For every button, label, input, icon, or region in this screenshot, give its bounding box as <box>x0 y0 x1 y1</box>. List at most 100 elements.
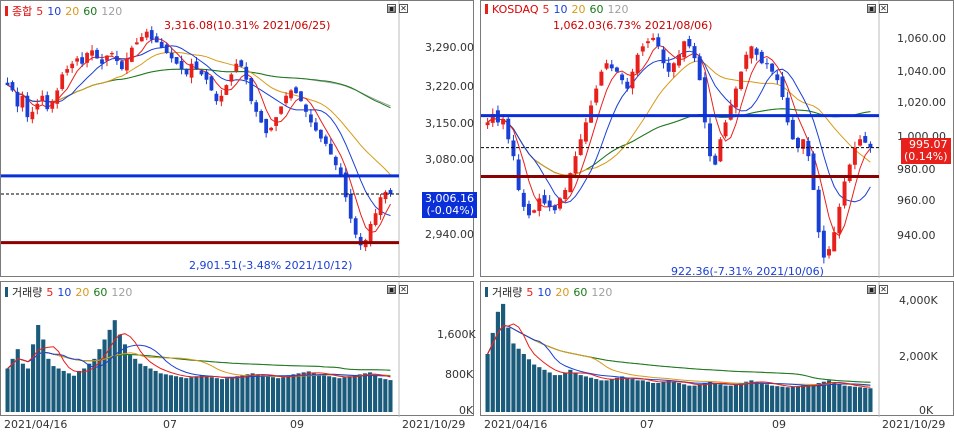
volume-bar <box>76 370 82 412</box>
volume-bar <box>552 375 557 412</box>
volume-bar <box>97 349 102 412</box>
candle-body <box>563 189 568 200</box>
candle-body <box>630 71 635 89</box>
candle-body <box>490 113 495 123</box>
legend-ma60: 60 <box>589 3 604 16</box>
candle-body <box>552 205 557 211</box>
candle-body <box>516 159 521 190</box>
volume-bar <box>25 368 31 412</box>
kospi-volume-ytick: 1,600K <box>437 328 476 341</box>
volume-bar <box>485 354 490 412</box>
kosdaq-xlabel-start: 2021/04/16 <box>484 418 548 431</box>
volume-bar <box>163 374 168 412</box>
volume-bar <box>56 368 61 412</box>
maximize-button[interactable]: ▣ <box>867 4 876 13</box>
volume-bar <box>723 385 728 412</box>
candle-body <box>718 139 723 162</box>
kosdaq-xlabel-end: 2021/10/29 <box>882 418 946 431</box>
volume-bar <box>863 387 868 412</box>
kospi-volume-legend: 거래량 5 10 20 60 120 <box>5 284 136 300</box>
candle-body <box>169 52 174 59</box>
legend-ma60: 60 <box>93 286 108 299</box>
kosdaq-volume-chart <box>485 282 880 417</box>
candle-body <box>50 101 55 109</box>
volume-bar <box>270 377 276 412</box>
ma5-line <box>487 44 871 237</box>
volume-bar <box>291 374 296 412</box>
volume-bar <box>842 385 847 412</box>
candle-body <box>40 95 45 102</box>
volume-bar <box>46 358 51 412</box>
volume-bar <box>795 386 801 412</box>
close-button[interactable]: ✕ <box>879 285 888 294</box>
volume-bar <box>117 334 122 412</box>
maximize-button[interactable]: ▣ <box>387 4 396 13</box>
volume-bar <box>342 377 347 412</box>
maximize-button[interactable]: ▣ <box>867 285 876 294</box>
volume-bar <box>557 375 563 412</box>
volume-bar <box>625 377 630 412</box>
candle-body <box>204 71 209 80</box>
legend-candle-icon <box>5 6 8 16</box>
volume-bar <box>173 376 179 412</box>
candle-body <box>775 74 780 81</box>
volume-bar <box>373 375 378 412</box>
volume-bar <box>811 384 816 412</box>
candle-body <box>368 223 373 243</box>
ma5-line <box>7 38 391 234</box>
candle-body <box>254 102 259 112</box>
candle-body <box>501 119 506 125</box>
candle-body <box>666 62 671 72</box>
volume-bar <box>832 383 837 412</box>
candle-body <box>640 46 645 52</box>
close-button[interactable]: ✕ <box>399 4 408 13</box>
candle-body <box>785 97 790 123</box>
volume-bar <box>645 381 651 412</box>
candle-body <box>677 54 681 66</box>
kospi-ytick: 3,290.00 <box>425 41 474 54</box>
maximize-button[interactable]: ▣ <box>387 285 396 294</box>
candle-body <box>645 41 650 44</box>
volume-bar <box>594 379 599 412</box>
volume-bar <box>780 386 785 412</box>
legend-ma60: 60 <box>573 286 588 299</box>
candle-body <box>229 74 234 82</box>
volume-bar <box>61 370 66 412</box>
candle-body <box>194 61 199 70</box>
volume-bar <box>857 387 863 412</box>
close-button[interactable]: ✕ <box>879 4 888 13</box>
candle-body <box>239 60 244 67</box>
volume-bar <box>41 339 46 412</box>
kosdaq-candle-chart <box>481 1 880 278</box>
kosdaq-high-annotation: 1,062.03(6.73% 2021/08/06) <box>553 19 713 32</box>
volume-bar <box>82 368 87 412</box>
volume-bar <box>189 377 194 412</box>
volume-bar <box>640 380 645 412</box>
candle-body <box>614 67 619 72</box>
volume-bar <box>656 383 661 412</box>
volume-bar <box>383 379 388 412</box>
candle-body <box>827 249 832 256</box>
close-button[interactable]: ✕ <box>399 285 408 294</box>
candle-body <box>373 213 378 225</box>
kosdaq-ytick: 960.00 <box>897 194 936 207</box>
kospi-candle-chart <box>1 1 400 278</box>
candle-body <box>625 81 630 89</box>
volume-bar <box>179 377 184 412</box>
candle-body <box>264 118 269 134</box>
candle-body <box>299 91 303 102</box>
legend-ma10: 10 <box>47 5 62 18</box>
candle-body <box>713 155 718 165</box>
volume-bar <box>10 358 15 412</box>
legend-ma20: 20 <box>555 286 570 299</box>
volume-bar <box>578 375 583 412</box>
volume-ma10-line <box>487 325 871 387</box>
legend-ma20: 20 <box>75 286 90 299</box>
volume-bar <box>250 373 255 412</box>
candle-body <box>214 93 219 102</box>
candle-body <box>692 46 697 59</box>
volume-bar <box>635 380 640 412</box>
candle-body <box>284 95 288 104</box>
candle-body <box>274 117 278 126</box>
legend-bar-icon <box>5 287 8 297</box>
